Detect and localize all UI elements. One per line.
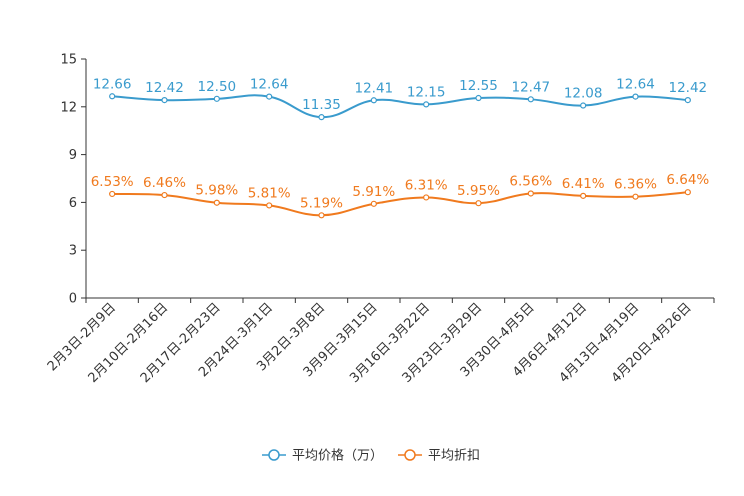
data-point[interactable] [475,200,482,207]
data-label: 12.42 [145,80,184,96]
y-tick-label: 15 [60,53,77,68]
data-label: 12.15 [407,84,446,100]
data-point[interactable] [161,191,168,199]
data-label: 6.64% [666,172,709,188]
data-label: 12.42 [669,80,708,96]
data-point[interactable] [266,202,273,209]
data-point[interactable] [632,93,639,100]
data-label: 5.81% [248,185,291,201]
legend-label: 平均折扣 [428,449,480,464]
data-point[interactable] [423,194,430,201]
data-point[interactable] [423,101,430,108]
data-point[interactable] [213,95,220,102]
data-point[interactable] [370,97,377,104]
data-point[interactable] [527,190,534,197]
data-point[interactable] [109,190,116,198]
data-point[interactable] [580,192,587,199]
data-point[interactable] [213,199,220,206]
data-label: 11.35 [302,97,341,113]
data-point[interactable] [266,93,273,100]
legend-marker [404,449,416,461]
data-point[interactable] [318,114,325,121]
data-label: 12.55 [459,78,498,94]
data-label: 6.41% [562,176,605,192]
legend-item-avg-price[interactable]: 平均价格（万） [262,448,383,464]
y-tick-label: 0 [69,292,77,307]
data-label: 12.64 [250,77,289,93]
legend[interactable]: 平均价格（万） 平均折扣 [262,448,480,464]
data-point[interactable] [632,193,639,200]
data-label: 12.50 [198,79,237,95]
series-avg-price: 12.66 12.42 12.50 12.64 11.35 12.41 12.15 12.55… [93,76,708,121]
data-label: 12.08 [564,86,603,102]
data-label: 6.31% [405,177,448,193]
series-line [112,191,688,217]
legend-marker [268,449,280,461]
series-layer: 12.66 12.42 12.50 12.64 11.35 12.41 12.15 12.55… [91,76,709,219]
data-point[interactable] [475,94,482,102]
data-point[interactable] [527,96,534,103]
y-tick-label: 9 [69,148,77,163]
data-point[interactable] [161,97,168,104]
series-line [112,94,688,119]
y-tick-label: 12 [60,100,77,115]
data-point[interactable] [318,212,325,219]
data-point[interactable] [684,189,691,196]
y-tick-label: 3 [69,244,77,259]
data-point[interactable] [370,200,377,207]
data-label: 5.95% [457,183,500,199]
axes: 036912152月3日-2月9日2月10日-2月16日2月17日-2月23日2… [45,53,715,386]
legend-item-avg-discount[interactable]: 平均折扣 [398,449,480,464]
legend-label: 平均价格（万） [292,448,383,464]
data-label: 6.36% [614,177,657,193]
data-label: 12.47 [512,79,551,95]
data-point[interactable] [580,102,587,109]
data-label: 6.53% [91,174,134,190]
data-label: 5.91% [352,184,395,200]
data-label: 6.56% [509,173,552,189]
data-label: 6.46% [143,175,186,191]
data-label: 5.98% [195,183,238,199]
series-avg-discount: 6.53% 6.46% 5.98% 5.81% 5.19% 5.91% 6.31% 5.95%… [91,172,709,219]
data-point[interactable] [684,97,691,104]
y-tick-label: 6 [69,196,77,211]
data-label: 12.41 [355,80,394,96]
data-label: 5.19% [300,195,343,211]
data-point[interactable] [109,93,116,100]
data-label: 12.64 [616,77,655,93]
data-label: 12.66 [93,76,132,92]
